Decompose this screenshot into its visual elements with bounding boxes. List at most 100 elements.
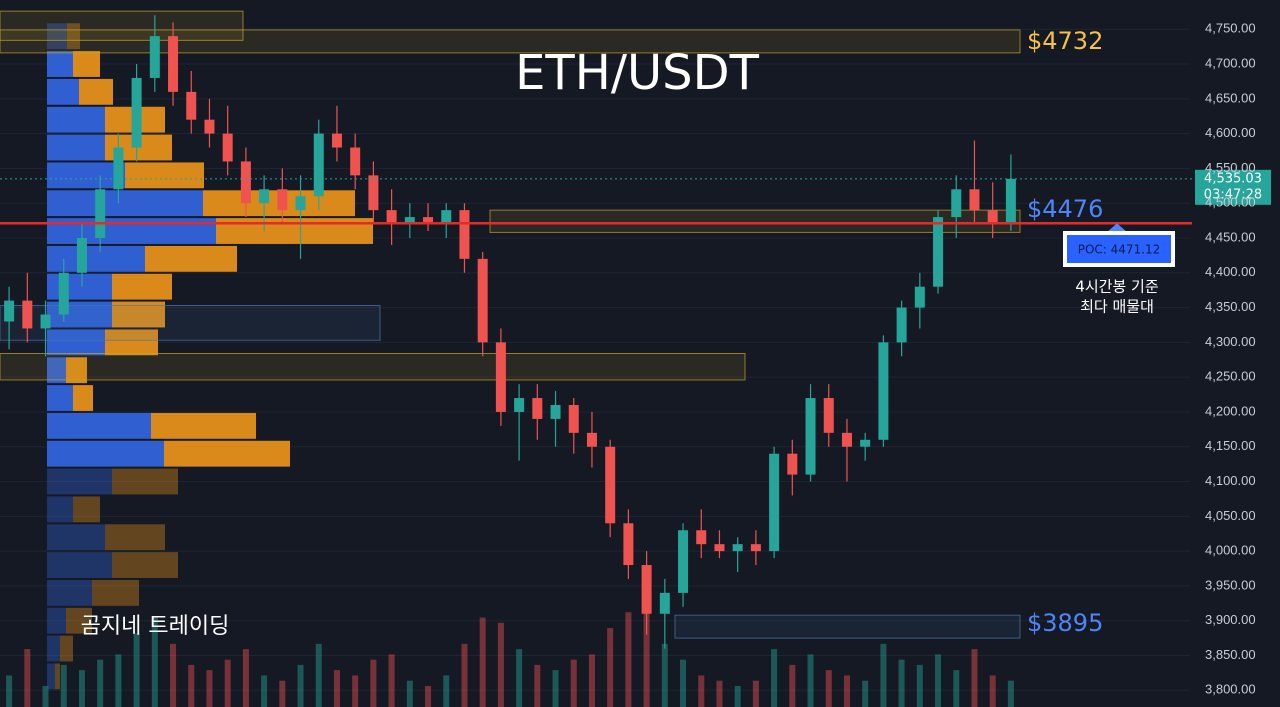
candle-body bbox=[714, 544, 725, 552]
volume-bar bbox=[916, 664, 923, 707]
profile-buy bbox=[47, 273, 112, 300]
candle-body bbox=[933, 217, 944, 287]
profile-buy bbox=[47, 106, 105, 133]
price-zone bbox=[0, 29, 1021, 54]
last-price-label: 4,535.03 bbox=[1204, 171, 1262, 186]
candle-body bbox=[914, 286, 925, 308]
level-label: $3895 bbox=[1027, 609, 1103, 637]
level-label: $4732 bbox=[1027, 27, 1103, 55]
volume-bar bbox=[825, 670, 832, 707]
candle-body bbox=[769, 453, 780, 552]
y-tick-label: 3,850.00 bbox=[1205, 647, 1256, 662]
candle-body bbox=[295, 196, 306, 211]
profile-sell bbox=[55, 663, 60, 690]
candle-body bbox=[186, 91, 197, 120]
volume-bar bbox=[516, 649, 523, 707]
profile-buy bbox=[47, 78, 79, 105]
volume-bar bbox=[935, 654, 942, 707]
candle-body bbox=[459, 210, 470, 259]
volume-bar bbox=[352, 675, 359, 707]
volume-bar bbox=[333, 670, 340, 707]
volume-bar bbox=[297, 664, 304, 707]
candle-body bbox=[404, 217, 415, 225]
candle-body bbox=[95, 189, 106, 238]
profile-buy bbox=[47, 635, 60, 662]
profile-buy bbox=[47, 412, 151, 439]
candle-body bbox=[368, 175, 379, 211]
candle-body bbox=[623, 523, 634, 566]
y-tick-label: 4,350.00 bbox=[1205, 299, 1256, 314]
candle-body bbox=[477, 258, 488, 343]
volume-bar bbox=[388, 654, 395, 707]
volume-bar bbox=[78, 670, 85, 707]
y-tick-label: 4,750.00 bbox=[1205, 21, 1256, 36]
candle-body bbox=[641, 565, 652, 614]
profile-sell bbox=[66, 607, 92, 634]
profile-buy bbox=[47, 218, 216, 244]
candle-body bbox=[222, 133, 233, 162]
profile-sell bbox=[60, 635, 73, 662]
y-tick-label: 4,150.00 bbox=[1205, 438, 1256, 453]
volume-bar bbox=[42, 685, 49, 707]
profile-buy bbox=[47, 162, 125, 189]
y-tick-label: 4,450.00 bbox=[1205, 229, 1256, 244]
profile-sell bbox=[73, 496, 100, 523]
candle-body bbox=[987, 210, 998, 225]
countdown: 03:47:28 bbox=[1204, 187, 1262, 202]
volume-bar bbox=[625, 612, 632, 707]
profile-sell bbox=[79, 78, 113, 105]
y-tick-label: 4,200.00 bbox=[1205, 403, 1256, 418]
candle-body bbox=[514, 398, 525, 412]
profile-sell bbox=[105, 329, 158, 356]
candle-body bbox=[350, 147, 361, 176]
y-tick-label: 4,050.00 bbox=[1205, 508, 1256, 523]
candle-body bbox=[40, 314, 51, 329]
volume-bar bbox=[461, 643, 468, 707]
candle-body bbox=[1005, 178, 1016, 225]
y-tick-label: 4,300.00 bbox=[1205, 334, 1256, 349]
candle-body bbox=[568, 404, 579, 433]
price-zone bbox=[674, 614, 1021, 639]
volume-bar bbox=[1007, 680, 1014, 707]
price-zone bbox=[0, 304, 381, 341]
y-tick-label: 4,500.00 bbox=[1205, 195, 1256, 210]
volume-bar bbox=[534, 664, 541, 707]
volume-bar bbox=[880, 643, 887, 707]
profile-buy bbox=[47, 552, 112, 578]
profile-sell bbox=[73, 385, 93, 411]
volume-bar bbox=[315, 643, 322, 707]
profile-sell bbox=[66, 357, 87, 384]
candle-body bbox=[441, 210, 452, 225]
profile-sell bbox=[151, 412, 256, 439]
volume-bar bbox=[406, 680, 413, 707]
volume-bar bbox=[680, 659, 687, 707]
volume-bar bbox=[588, 654, 595, 707]
profile-sell bbox=[112, 273, 172, 300]
candle-body bbox=[313, 133, 324, 197]
candle-body bbox=[605, 446, 616, 524]
profile-buy bbox=[47, 663, 55, 690]
candle-body bbox=[586, 432, 597, 447]
volume-bar bbox=[151, 617, 158, 707]
poc-box bbox=[1067, 235, 1171, 263]
volume-bar bbox=[716, 680, 723, 707]
candle-body bbox=[805, 398, 816, 475]
profile-buy bbox=[47, 524, 105, 551]
volume-bar bbox=[60, 664, 67, 707]
volume-bar bbox=[279, 680, 286, 707]
volume-bar bbox=[206, 670, 213, 707]
volume-bar bbox=[862, 680, 869, 707]
volume-bar bbox=[789, 664, 796, 707]
profile-buy bbox=[47, 607, 66, 634]
last-price-tag bbox=[1195, 169, 1271, 205]
poc-note: 최다 매물대 bbox=[1080, 298, 1154, 316]
y-tick-label: 3,800.00 bbox=[1205, 682, 1256, 697]
volume-bar bbox=[953, 670, 960, 707]
candle-body bbox=[113, 147, 124, 190]
volume-bar bbox=[115, 654, 122, 707]
profile-buy bbox=[47, 329, 105, 356]
volume-bar bbox=[443, 675, 450, 707]
candle-body bbox=[131, 77, 142, 148]
volume-bar bbox=[989, 675, 996, 707]
volume-bar bbox=[425, 685, 432, 707]
